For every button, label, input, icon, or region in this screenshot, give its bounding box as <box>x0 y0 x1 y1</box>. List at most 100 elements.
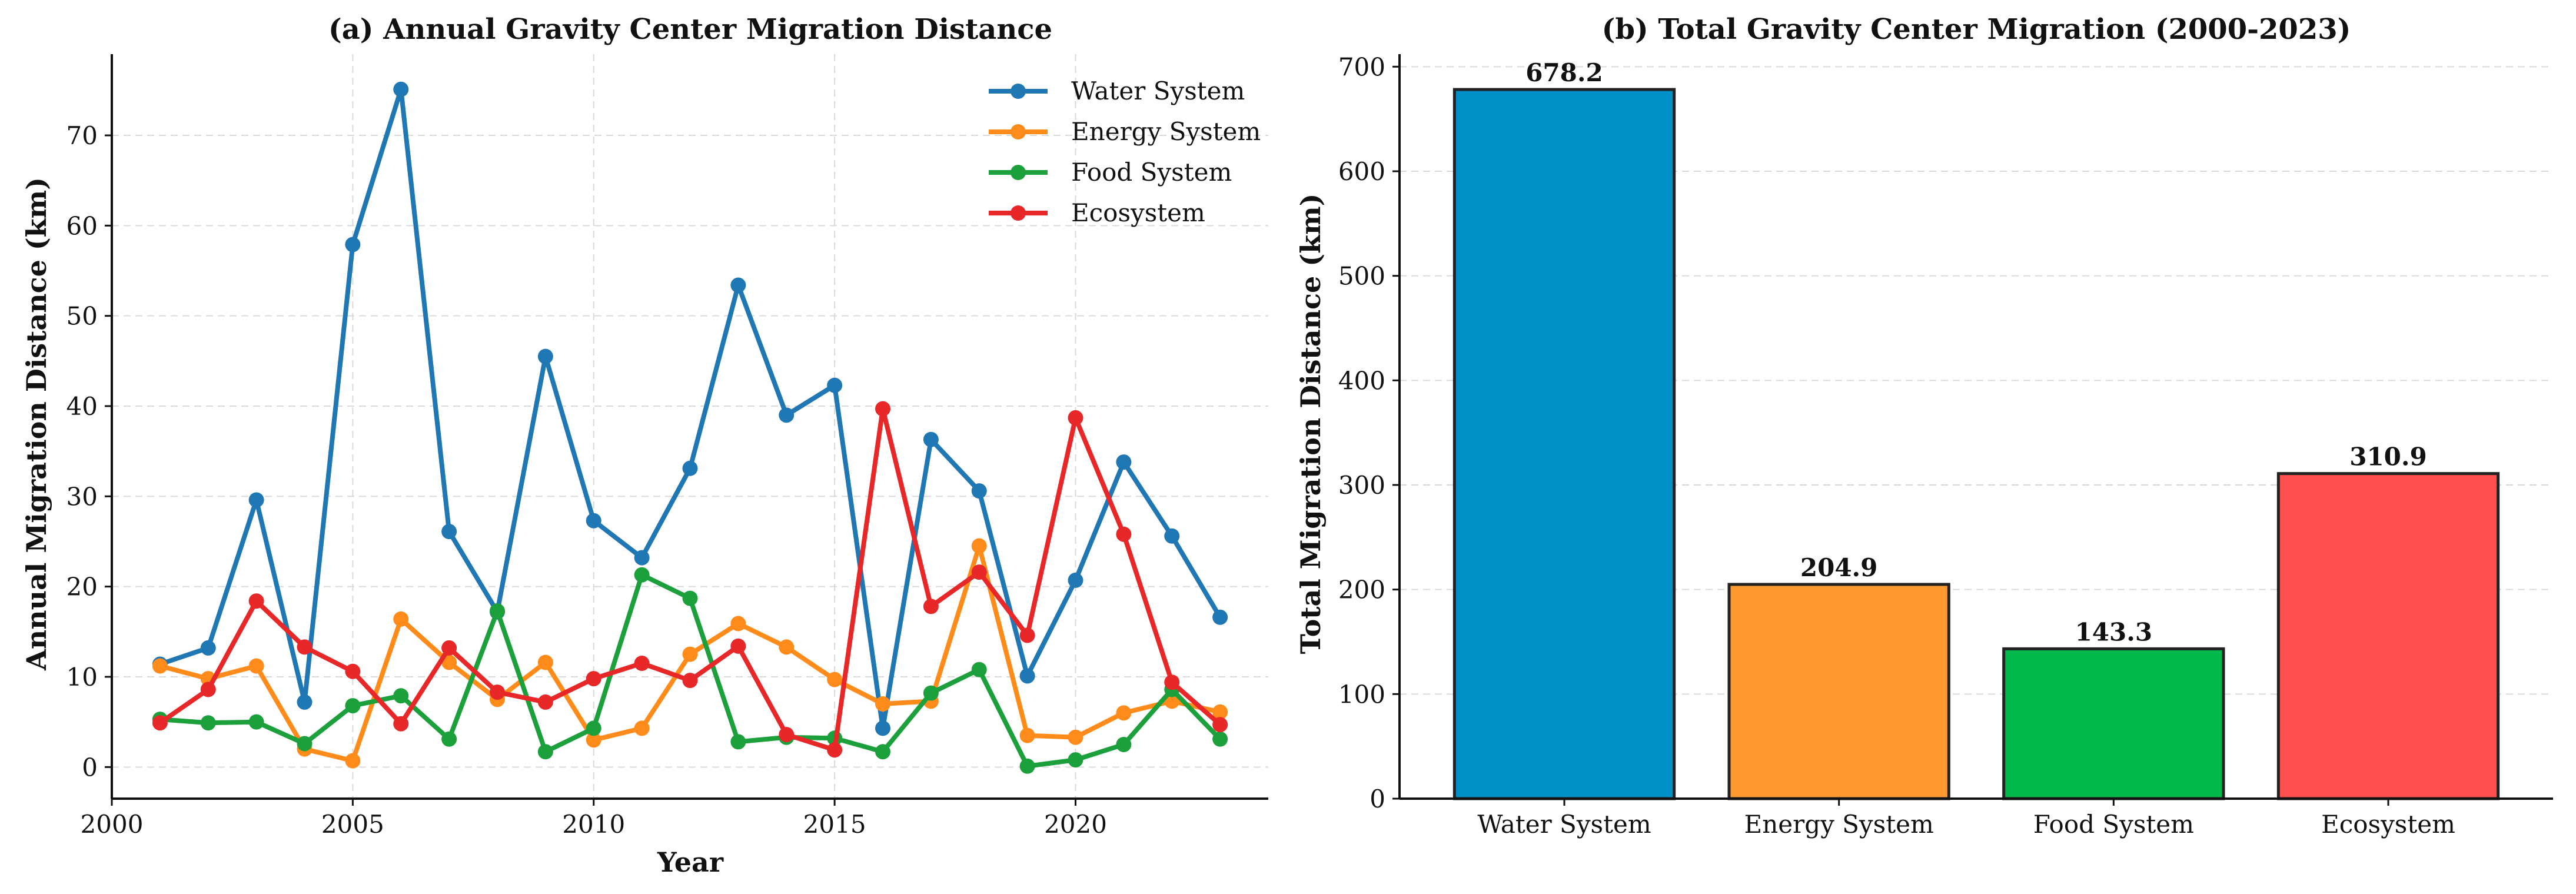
data-point-food-system <box>634 567 650 583</box>
data-point-water-system <box>1019 668 1035 684</box>
data-point-food-system <box>345 698 361 714</box>
data-point-water-system <box>586 513 601 529</box>
data-point-water-system <box>827 377 843 393</box>
data-point-energy-system <box>971 538 987 554</box>
data-point-ecosystem <box>393 716 409 732</box>
data-point-ecosystem <box>1164 674 1180 690</box>
data-point-water-system <box>682 460 698 476</box>
bar-chart-y-tick-label: 600 <box>1338 157 1385 186</box>
line-chart-x-ticks: 2000 2005 2010 2015 2020 <box>81 799 1107 839</box>
data-point-water-system <box>634 550 650 566</box>
data-point-energy-system <box>634 720 650 736</box>
line-chart-y-tick-label: 60 <box>67 211 98 240</box>
data-point-water-system <box>730 277 746 293</box>
data-point-ecosystem <box>827 742 843 758</box>
data-point-food-system <box>1212 731 1228 747</box>
data-point-water-system <box>779 407 795 423</box>
legend-label-water-system: Water System <box>1071 77 1245 105</box>
data-point-ecosystem <box>875 401 890 417</box>
line-chart-y-tick-label: 50 <box>67 302 98 331</box>
data-point-food-system <box>441 731 457 747</box>
line-chart-legend: Water System Energy System Food System Ecos… <box>989 77 1261 227</box>
data-point-energy-system <box>1212 704 1228 720</box>
legend-marker-water-system <box>1011 84 1026 99</box>
legend-marker-food-system <box>1011 165 1026 180</box>
data-point-ecosystem <box>1212 717 1228 733</box>
data-point-water-system <box>441 524 457 540</box>
data-point-energy-system <box>730 616 746 632</box>
line-chart-title: (a) Annual Gravity Center Migration Dist… <box>328 13 1052 46</box>
data-point-ecosystem <box>682 673 698 689</box>
legend-marker-ecosystem <box>1011 205 1026 221</box>
data-point-food-system <box>1019 758 1035 774</box>
legend-label-ecosystem: Ecosystem <box>1071 198 1205 227</box>
line-chart-x-tick-label: 2010 <box>562 810 625 839</box>
line-chart-y-tick-label: 20 <box>67 573 98 601</box>
data-point-energy-system <box>875 696 890 712</box>
data-point-energy-system <box>1116 705 1132 721</box>
data-point-water-system <box>297 694 313 710</box>
data-point-ecosystem <box>1116 526 1132 542</box>
data-point-ecosystem <box>971 564 987 580</box>
data-point-water-system <box>345 237 361 252</box>
line-chart-y-tick-label: 30 <box>67 482 98 511</box>
data-point-energy-system <box>152 658 168 674</box>
bar-chart-y-ticks: 0 100 200 300 400 500 600 700 <box>1338 52 1400 813</box>
line-chart-y-tick-label: 40 <box>67 392 98 421</box>
bar-value-label-water-system: 678.2 <box>1525 58 1603 87</box>
data-point-water-system <box>393 81 409 97</box>
bar-food-system <box>2002 647 2225 800</box>
bar-chart-panel: (b) Total Gravity Center Migration (2000… <box>1295 13 2553 839</box>
line-chart-y-ticks: 0 10 20 30 40 50 60 70 <box>67 121 112 782</box>
bar-chart-y-tick-label: 200 <box>1338 576 1385 604</box>
data-point-food-system <box>923 685 939 701</box>
data-point-ecosystem <box>586 671 601 687</box>
data-point-energy-system <box>537 654 553 670</box>
bar-chart-bars: 678.2 204.9 143.3 310.9 <box>1452 58 2500 800</box>
data-point-energy-system <box>827 672 843 687</box>
bar-chart-x-tick-label: Food System <box>2033 810 2194 839</box>
data-point-water-system <box>1116 454 1132 470</box>
bar-chart-y-tick-label: 0 <box>1370 785 1385 813</box>
data-point-energy-system <box>682 646 698 662</box>
bar-chart-x-tick-label: Ecosystem <box>2321 810 2455 839</box>
data-point-water-system <box>537 348 553 364</box>
line-chart-series <box>152 81 1228 774</box>
data-point-food-system <box>393 688 409 704</box>
data-point-food-system <box>971 662 987 677</box>
data-point-ecosystem <box>537 694 553 710</box>
data-point-water-system <box>923 431 939 447</box>
line-chart-panel: (a) Annual Gravity Center Migration Dist… <box>21 13 1268 878</box>
series-line-water-system <box>157 87 1223 731</box>
bar-energy-system <box>1727 583 1950 800</box>
data-point-food-system <box>537 744 553 760</box>
legend-label-energy-system: Energy System <box>1071 117 1261 146</box>
data-point-food-system <box>682 590 698 606</box>
data-point-ecosystem <box>634 656 650 671</box>
line-chart-y-tick-label: 10 <box>67 663 98 692</box>
bar-value-label-food-system: 143.3 <box>2075 617 2153 646</box>
bar-chart-y-tick-label: 400 <box>1338 366 1385 395</box>
data-point-ecosystem <box>345 663 361 679</box>
data-point-food-system <box>875 744 890 760</box>
line-chart-x-tick-label: 2015 <box>803 810 866 839</box>
bar-chart-title: (b) Total Gravity Center Migration (2000… <box>1602 13 2351 46</box>
data-point-water-system <box>971 483 987 499</box>
data-point-ecosystem <box>730 638 746 654</box>
data-point-food-system <box>490 603 505 619</box>
bar-chart-y-tick-label: 100 <box>1338 680 1385 709</box>
data-point-energy-system <box>779 639 795 655</box>
line-chart-x-tick-label: 2020 <box>1044 810 1107 839</box>
bar-chart-x-ticks: Water System Energy System Food System Ecos… <box>1477 799 2455 839</box>
legend-marker-energy-system <box>1011 124 1026 139</box>
data-point-food-system <box>1116 737 1132 752</box>
data-point-ecosystem <box>1068 410 1083 426</box>
legend-label-food-system: Food System <box>1071 158 1232 187</box>
data-point-food-system <box>730 734 746 750</box>
data-point-ecosystem <box>779 727 795 743</box>
bar-value-label-ecosystem: 310.9 <box>2349 443 2427 471</box>
data-point-food-system <box>200 715 216 731</box>
data-point-ecosystem <box>200 682 216 697</box>
data-point-food-system <box>297 736 313 752</box>
